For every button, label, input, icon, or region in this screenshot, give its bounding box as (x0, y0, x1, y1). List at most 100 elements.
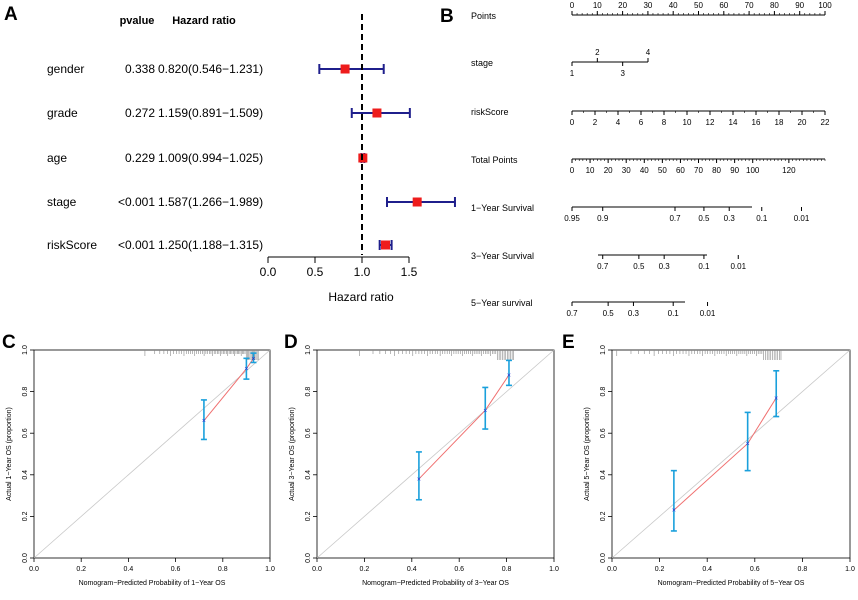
forest-row-pvalue: 0.338 (125, 62, 155, 76)
calibration-x-axis-label: Nomogram−Predicted Probability of 1−Year… (79, 580, 226, 587)
nomogram-tick-label: 0.1 (698, 262, 710, 271)
nomogram-tick-label: 0.3 (628, 309, 640, 318)
nomogram-tick-label: 0 (570, 1, 575, 10)
calibration-x-tick-label: 0.4 (124, 566, 134, 573)
calibration-y-tick-label: 0.8 (22, 387, 29, 397)
calibration-y-tick-label: 0.8 (600, 387, 607, 397)
nomogram-tick-label: 3 (620, 69, 625, 78)
forest-point (372, 108, 382, 118)
calibration-plot-frame (33, 349, 271, 559)
nomogram-tick-label: 6 (639, 118, 644, 127)
nomogram-row-label: Points (471, 11, 497, 21)
nomogram-tick-label: 22 (821, 118, 830, 127)
nomogram-tick-label: 16 (752, 118, 761, 127)
nomogram-tick-label: 18 (775, 118, 784, 127)
calibration-point: × (672, 508, 676, 515)
calibration-y-tick-label: 0.0 (22, 553, 29, 563)
forest-point (412, 197, 422, 207)
calibration-y-tick-label: 0.6 (305, 428, 312, 438)
calibration-y-tick-label: 0.2 (305, 511, 312, 521)
calibration-x-tick-label: 0.2 (655, 566, 665, 573)
nomogram-row-label: stage (471, 58, 493, 68)
nomogram-tick-label: 0.95 (564, 214, 580, 223)
forest-row-hr: 1.159(0.891−1.509) (158, 106, 263, 120)
calibration-curve (673, 397, 777, 511)
calibration-y-axis-label: Actual 5−Year OS (proportion) (584, 407, 591, 501)
nomogram-tick-label: 20 (798, 118, 807, 127)
nomogram-tick-label: 100 (818, 1, 832, 10)
panel-label-c: C (2, 332, 16, 353)
forest-row-label: stage (47, 195, 77, 209)
forest-row-pvalue: <0.001 (118, 195, 155, 209)
forest-plot: gender 0.338 0.820(0.546−1.231)grade 0.272 1… (47, 14, 456, 304)
forest-x-tick-label: 1.5 (401, 265, 418, 279)
nomogram-row-label: riskScore (471, 107, 509, 117)
nomogram-tick-label: 50 (658, 166, 667, 175)
panel-label-b: B (440, 6, 454, 27)
forest-row-hr: 0.820(0.546−1.231) (158, 62, 263, 76)
forest-row-hr: 1.250(1.188−1.315) (158, 238, 263, 252)
calibration-point: × (746, 441, 750, 448)
nomogram-tick-label: 40 (669, 1, 678, 10)
calibration-y-tick-label: 1.0 (305, 345, 312, 355)
nomogram-tick-label: 80 (770, 1, 779, 10)
forest-x-tick-label: 1.0 (354, 265, 371, 279)
calibration-x-tick-label: 1.0 (549, 566, 559, 573)
calibration-y-axis-label: Actual 1−Year OS (proportion) (6, 407, 13, 501)
calibration-y-tick-label: 0.4 (22, 470, 29, 480)
calibration-y-axis-label: Actual 3−Year OS (proportion) (289, 407, 296, 501)
forest-x-tick-label: 0.5 (307, 265, 324, 279)
calibration-point: × (244, 366, 248, 373)
calibration-point: × (417, 476, 421, 483)
calibration-x-axis-label: Nomogram−Predicted Probability of 5−Year… (658, 580, 805, 587)
calibration-x-tick-label: 0.8 (502, 566, 512, 573)
nomogram-tick-label: 0.7 (669, 214, 681, 223)
calibration-x-tick-label: 1.0 (845, 566, 855, 573)
nomogram-tick-label: 0.3 (659, 262, 671, 271)
calibration-plot-1-year: 0.00.00.20.20.40.40.60.60.80.81.01.0×××N… (6, 345, 275, 587)
forest-row-label: riskScore (47, 238, 97, 252)
nomogram-tick-label: 0.3 (724, 214, 736, 223)
nomogram-tick-label: 0.01 (700, 309, 716, 318)
forest-header-hazard-ratio: Hazard ratio (172, 15, 236, 27)
panel-label-e: E (562, 332, 575, 353)
calibration-x-tick-label: 0.0 (312, 566, 322, 573)
calibration-y-tick-label: 1.0 (22, 345, 29, 355)
calibration-x-axis-label: Nomogram−Predicted Probability of 3−Year… (362, 580, 509, 587)
forest-row-pvalue: 0.272 (125, 106, 155, 120)
nomogram-tick-label: 0.5 (633, 262, 645, 271)
calibration-x-tick-label: 0.0 (607, 566, 617, 573)
nomogram-row-label: 3−Year Survival (471, 251, 534, 261)
nomogram-tick-label: 30 (643, 1, 652, 10)
calibration-y-tick-label: 1.0 (600, 345, 607, 355)
calibration-curve (418, 374, 510, 480)
forest-x-axis-label: Hazard ratio (328, 290, 394, 304)
forest-row-hr: 1.009(0.994−1.025) (158, 151, 263, 165)
forest-point (381, 240, 390, 250)
nomogram-row-label: 5−Year survival (471, 298, 532, 308)
nomogram-tick-label: 0.5 (698, 214, 710, 223)
calibration-y-tick-label: 0.0 (600, 553, 607, 563)
calibration-x-tick-label: 0.6 (454, 566, 464, 573)
nomogram-tick-label: 4 (646, 48, 651, 57)
nomogram-tick-label: 0.7 (566, 309, 578, 318)
forest-row-label: gender (47, 62, 84, 76)
calibration-x-tick-label: 0.6 (750, 566, 760, 573)
nomogram-row-label: 1−Year Survival (471, 203, 534, 213)
calibration-x-tick-label: 0.0 (29, 566, 39, 573)
calibration-ideal-line (611, 349, 851, 559)
forest-header-pvalue: pvalue (120, 15, 155, 27)
nomogram-tick-label: 60 (719, 1, 728, 10)
nomogram-tick-label: 0.9 (597, 214, 609, 223)
forest-row-label: grade (47, 106, 78, 120)
nomogram-tick-label: 10 (593, 1, 602, 10)
nomogram-tick-label: 10 (586, 166, 595, 175)
nomogram-tick-label: 100 (746, 166, 760, 175)
nomogram-tick-label: 0.01 (730, 262, 746, 271)
forest-row-label: age (47, 151, 67, 165)
calibration-point: × (202, 418, 206, 425)
calibration-point: × (251, 356, 255, 363)
calibration-y-tick-label: 0.0 (305, 553, 312, 563)
nomogram-tick-label: 2 (593, 118, 598, 127)
